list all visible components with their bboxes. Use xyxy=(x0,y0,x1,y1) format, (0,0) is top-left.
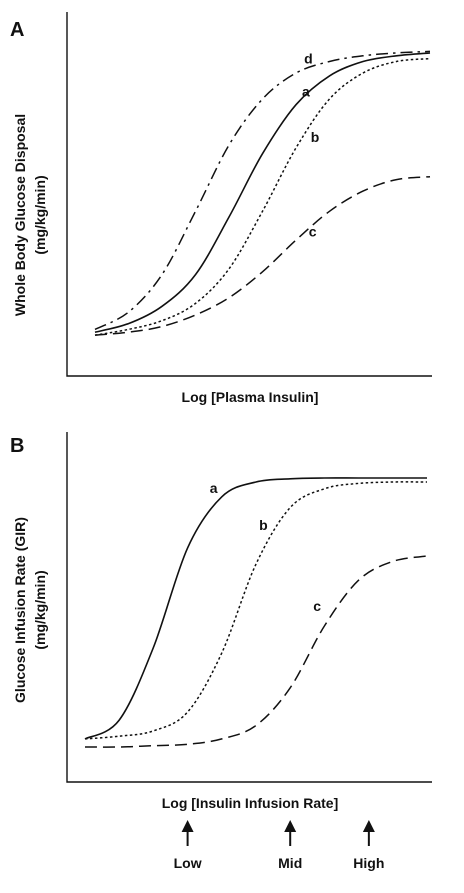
panel-b-y-axis-title-line2: (mg/kg/min) xyxy=(32,570,48,649)
arrow-up-icon xyxy=(284,820,297,832)
panel-a-label-b: b xyxy=(311,129,320,145)
panel-b: B a b c Log [Insulin Infusion Rate] Glucos… xyxy=(10,432,432,871)
dose-arrow-mid: Mid xyxy=(278,820,302,871)
panel-b-letter: B xyxy=(10,435,24,457)
arrow-up-icon xyxy=(181,820,194,832)
panel-a-curve-b xyxy=(94,57,431,336)
panel-b-x-axis-title: Log [Insulin Infusion Rate] xyxy=(162,795,339,811)
panel-b-label-c: c xyxy=(313,598,321,614)
panel-a-curve-labels: a b c d xyxy=(302,51,319,240)
panel-a-letter: A xyxy=(10,19,24,41)
dose-label-low: Low xyxy=(174,855,202,871)
panel-a-label-a: a xyxy=(302,84,310,100)
panel-b-curves xyxy=(84,477,428,748)
dose-label-mid: Mid xyxy=(278,855,302,871)
panel-a-axes xyxy=(66,12,432,377)
panel-b-dose-arrows: Low Mid High xyxy=(174,820,384,871)
panel-a-curves xyxy=(94,50,431,336)
panel-b-curve-labels: a b c xyxy=(210,480,321,614)
panel-a-label-d: d xyxy=(304,51,313,67)
panel-b-curve-a xyxy=(84,477,427,740)
dose-label-high: High xyxy=(353,855,384,871)
dose-arrow-high: High xyxy=(353,820,384,871)
panel-a-x-axis-title: Log [Plasma Insulin] xyxy=(182,389,319,405)
panel-a-curve-c xyxy=(94,175,431,336)
panel-a-label-c: c xyxy=(309,223,317,239)
panel-b-label-a: a xyxy=(210,480,218,496)
panel-a: A a b c d Log [Plasma Insulin] Whole Body G… xyxy=(10,12,432,405)
arrow-up-icon xyxy=(362,820,375,832)
panel-b-y-axis-title-line1: Glucose Infusion Rate (GIR) xyxy=(12,517,28,703)
dose-arrow-low: Low xyxy=(174,820,202,871)
panel-b-curve-b xyxy=(84,481,428,740)
panel-b-curve-c xyxy=(84,555,428,748)
panel-a-y-axis-title-line2: (mg/kg/min) xyxy=(32,175,48,254)
panel-b-axes xyxy=(66,432,432,783)
panel-a-curve-d xyxy=(94,50,431,331)
panel-a-curve-a xyxy=(94,52,431,333)
panel-a-y-axis-title-line1: Whole Body Glucose Disposal xyxy=(12,114,28,316)
panel-b-label-b: b xyxy=(259,517,268,533)
